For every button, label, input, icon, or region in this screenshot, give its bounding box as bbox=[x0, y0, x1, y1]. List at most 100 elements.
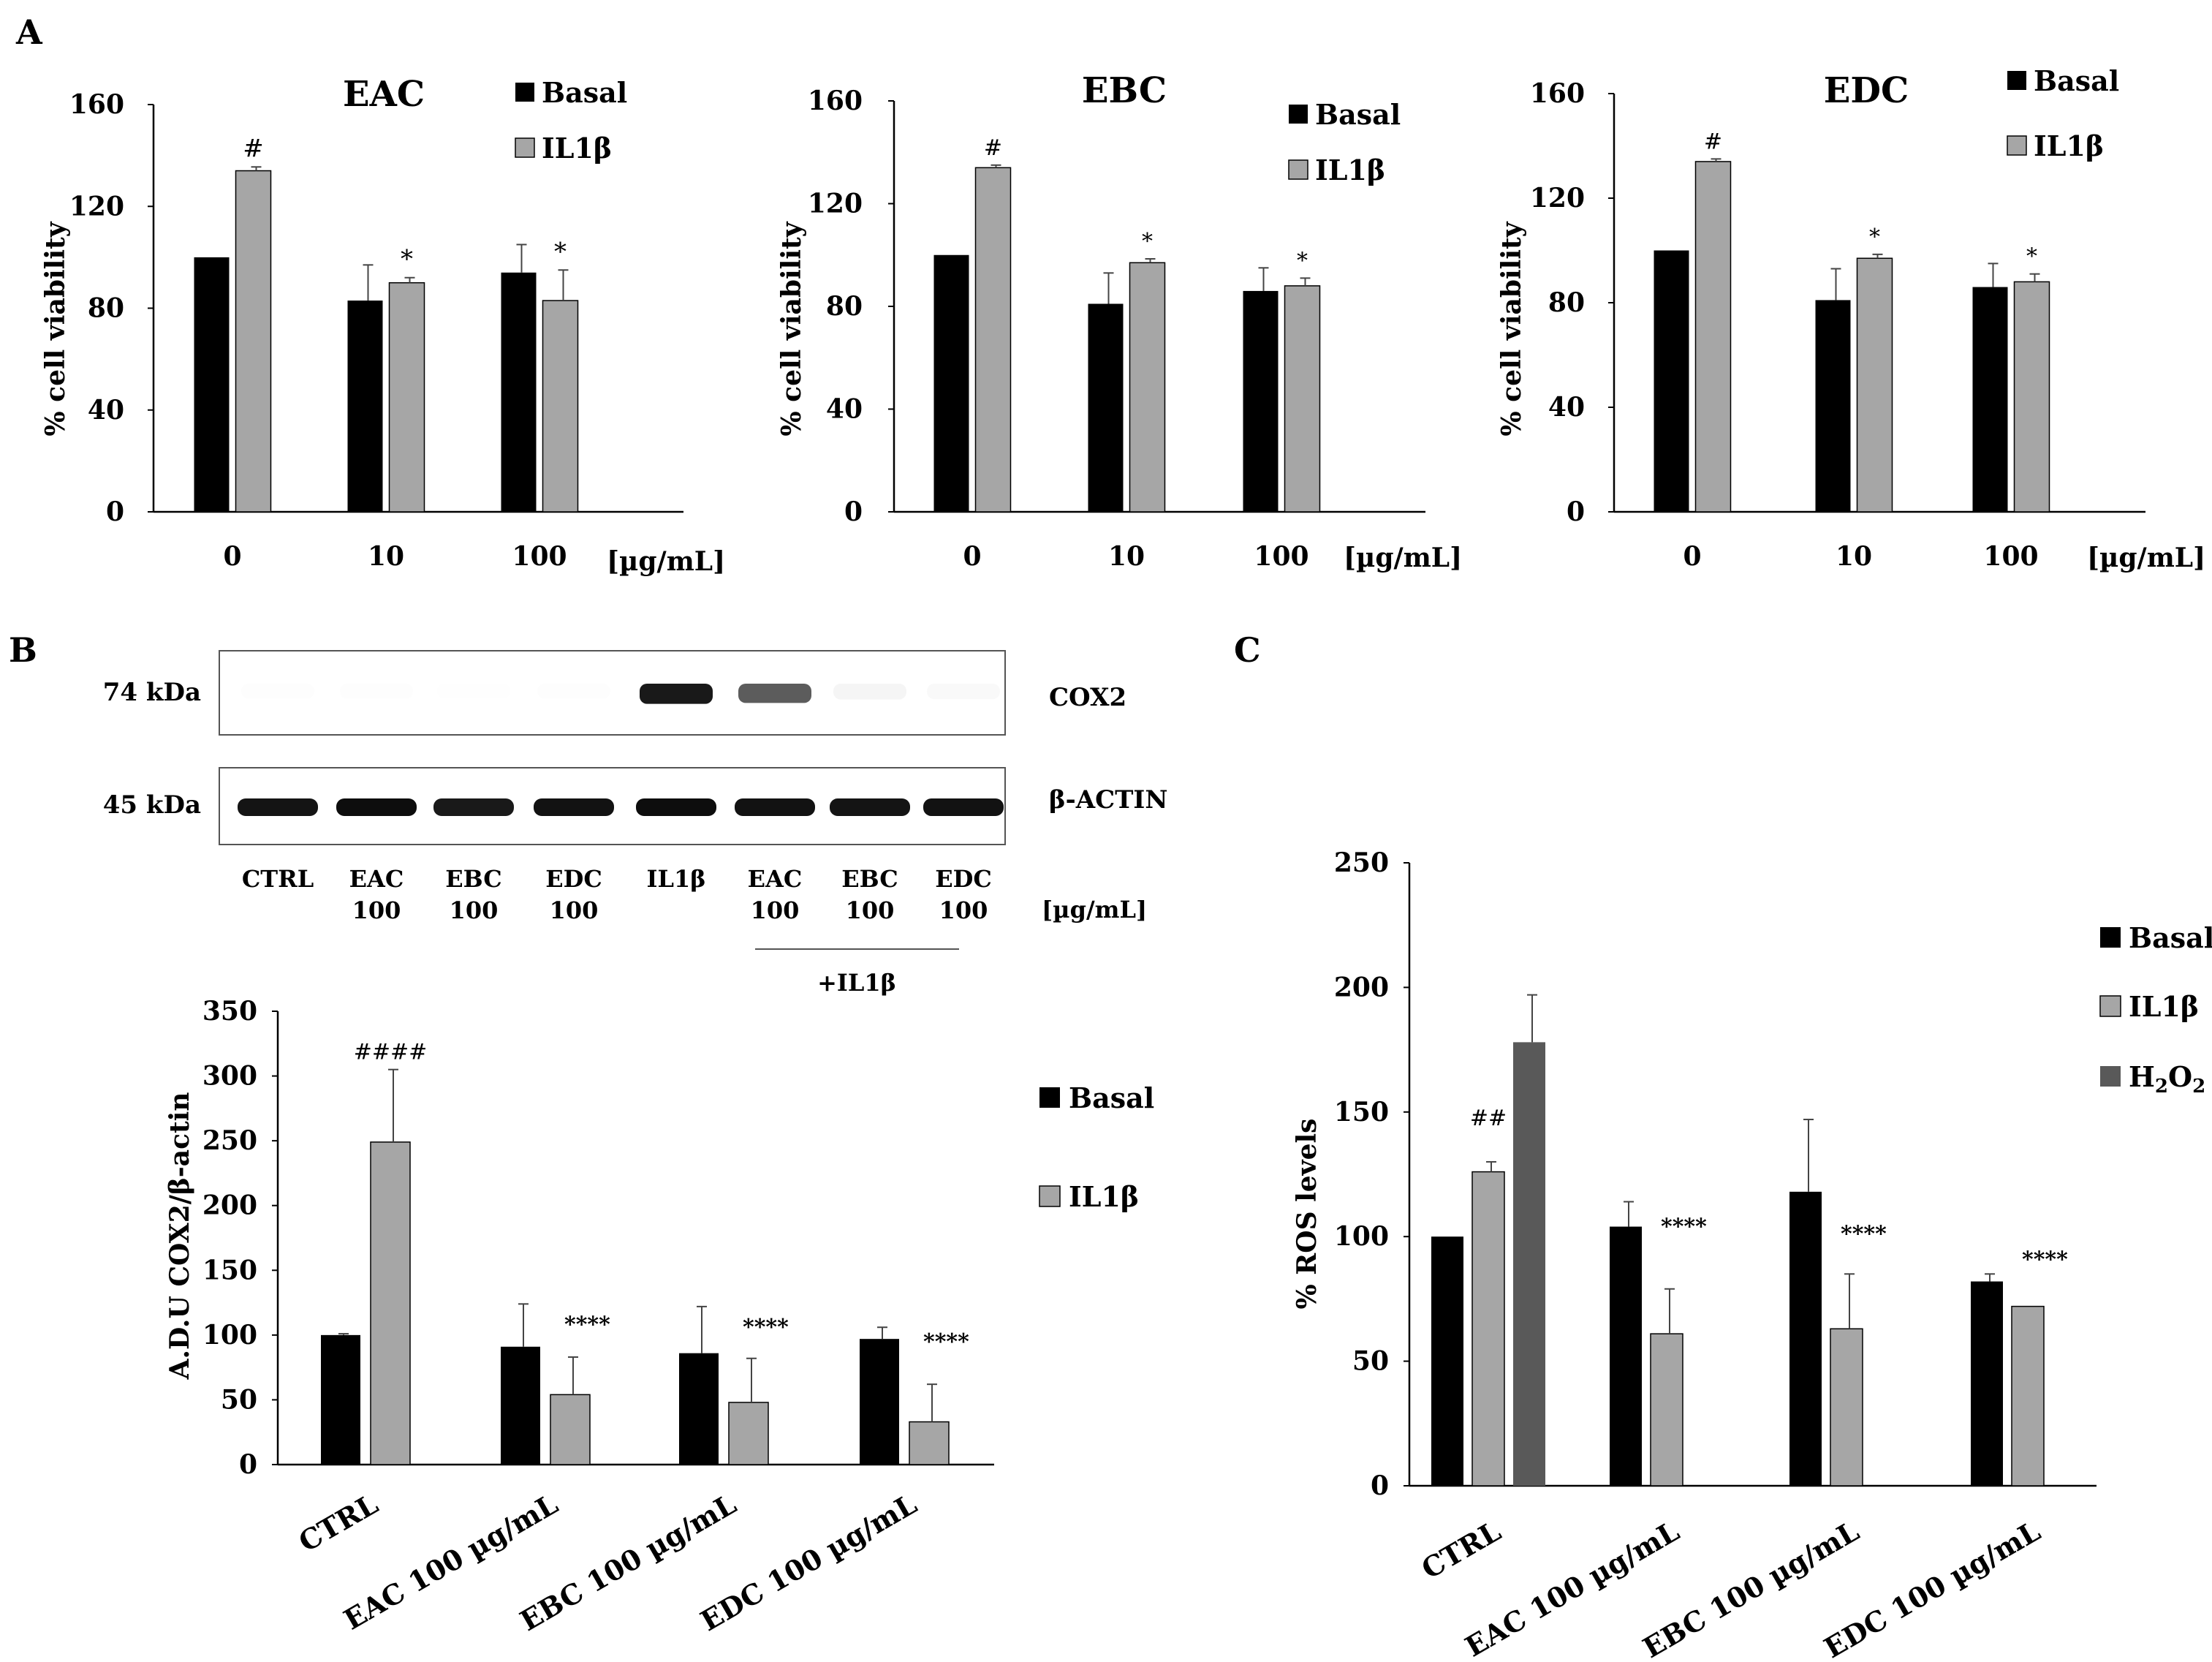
actin-band bbox=[923, 798, 1004, 816]
bar bbox=[1971, 1281, 2003, 1486]
legend-swatch-basal bbox=[1289, 105, 1308, 124]
lane-label: EDC bbox=[935, 865, 992, 893]
y-tick-label: 150 bbox=[1334, 1097, 1389, 1127]
y-axis-label: % cell viability bbox=[776, 221, 807, 436]
legend-swatch-basal bbox=[2007, 71, 2026, 90]
y-axis-label: A.D.U COX2/β-actin bbox=[164, 1092, 195, 1380]
significance-label: ## bbox=[1470, 1106, 1507, 1131]
y-tick-label: 0 bbox=[239, 1449, 257, 1480]
bar bbox=[1972, 287, 2008, 512]
y-tick-label: 250 bbox=[1334, 847, 1389, 878]
legend-swatch-h2o2 bbox=[2100, 1066, 2121, 1087]
bar bbox=[1654, 250, 1689, 512]
legend-swatch-basal bbox=[515, 83, 534, 102]
y-tick-label: 300 bbox=[202, 1061, 257, 1092]
y-tick-label: 350 bbox=[202, 996, 257, 1027]
significance-label: # bbox=[1704, 129, 1722, 154]
lane-label: IL1β bbox=[647, 865, 706, 893]
bar bbox=[501, 1346, 540, 1465]
y-tick-label: 80 bbox=[826, 291, 863, 322]
bar bbox=[1431, 1236, 1463, 1486]
bar bbox=[728, 1402, 769, 1465]
bar bbox=[194, 257, 230, 512]
y-tick-label: 150 bbox=[202, 1255, 257, 1285]
significance-label: * bbox=[2026, 244, 2037, 270]
bar bbox=[1513, 1042, 1545, 1486]
bar bbox=[2011, 1305, 2045, 1487]
bar bbox=[1856, 257, 1893, 513]
x-tick-label: 0 bbox=[963, 541, 981, 572]
legend-label-il1b: IL1β bbox=[2129, 990, 2199, 1023]
y-tick-label: 0 bbox=[1371, 1470, 1389, 1501]
significance-label: **** bbox=[2022, 1247, 2068, 1272]
mw-label-cox2: 74 kDa bbox=[103, 678, 201, 707]
y-tick-label: 120 bbox=[808, 189, 863, 219]
x-tick-label: 10 bbox=[368, 541, 404, 572]
bar bbox=[933, 254, 969, 512]
x-tick-label: 10 bbox=[1836, 541, 1872, 572]
significance-label: **** bbox=[743, 1315, 789, 1340]
blot-bands bbox=[238, 684, 1004, 816]
bar bbox=[1830, 1328, 1863, 1487]
y-tick-label: 40 bbox=[88, 395, 124, 426]
significance-label: # bbox=[243, 134, 264, 163]
y-tick-label: 0 bbox=[106, 496, 124, 527]
treatment-label: +IL1β bbox=[817, 969, 896, 997]
chart-viability-edc: 0 40 80 120 160 0 10 100 # * * EDC % cell viabilit… bbox=[1496, 64, 2205, 573]
blot-lane-labels: CTRL EAC 100 EBC 100 EDC 100 IL1β EAC 100 EBC 100 ED… bbox=[242, 865, 992, 924]
actin-band bbox=[336, 798, 417, 816]
y-tick-label: 200 bbox=[202, 1190, 257, 1221]
significance-label: * bbox=[554, 237, 567, 266]
lane-label: EBC bbox=[445, 865, 502, 893]
lane-label: CTRL bbox=[242, 865, 314, 893]
actin-band bbox=[735, 798, 815, 816]
legend-label-basal: Basal bbox=[2129, 921, 2212, 954]
legend-swatch-basal bbox=[1039, 1087, 1060, 1108]
bar bbox=[1284, 285, 1321, 513]
x-tick-label: 0 bbox=[1683, 541, 1701, 572]
chart-marks: 0 40 80 120 160 0 10 100 # * * bbox=[69, 89, 683, 572]
bar bbox=[1694, 161, 1732, 513]
cox2-band bbox=[833, 684, 906, 700]
cox2-band bbox=[927, 684, 1000, 700]
bar bbox=[388, 282, 425, 513]
bar bbox=[501, 272, 537, 512]
bar bbox=[1650, 1333, 1683, 1487]
lane-dose: 100 bbox=[352, 896, 401, 924]
y-tick-label: 80 bbox=[1548, 287, 1585, 318]
cox2-band bbox=[241, 684, 314, 699]
bar bbox=[974, 167, 1012, 513]
significance-label: **** bbox=[564, 1312, 610, 1337]
legend-label-il1b: IL1β bbox=[542, 132, 612, 165]
bar bbox=[2013, 281, 2050, 513]
legend-label-basal: Basal bbox=[542, 76, 627, 109]
cox2-band bbox=[340, 684, 413, 699]
y-tick-label: 100 bbox=[1334, 1221, 1389, 1252]
panel-letter-b: B bbox=[9, 630, 37, 670]
chart-title: EAC bbox=[343, 74, 425, 115]
cox2-band bbox=[537, 684, 610, 699]
bar bbox=[347, 301, 383, 512]
legend-label-basal: Basal bbox=[1315, 98, 1401, 131]
bar bbox=[1610, 1226, 1642, 1486]
blot-units: [µg/mL] bbox=[1042, 896, 1147, 923]
y-axis-label: % cell viability bbox=[1496, 221, 1527, 436]
lane-dose: 100 bbox=[939, 896, 988, 924]
y-tick-label: 250 bbox=[202, 1125, 257, 1156]
x-tick-label: 10 bbox=[1108, 541, 1145, 572]
legend-label-h2o2: H2O2 bbox=[2129, 1060, 2205, 1098]
x-axis-unit: [µg/mL] bbox=[2087, 543, 2205, 573]
y-tick-label: 0 bbox=[844, 496, 863, 527]
significance-label: * bbox=[1297, 248, 1308, 273]
lane-dose: 100 bbox=[846, 896, 895, 924]
bar bbox=[235, 170, 272, 513]
bar bbox=[1129, 262, 1166, 513]
cox2-band bbox=[640, 684, 713, 704]
y-tick-label: 40 bbox=[826, 394, 863, 425]
legend-swatch-il1b bbox=[2007, 135, 2027, 156]
x-axis-unit: [µg/mL] bbox=[607, 546, 725, 577]
significance-label: * bbox=[1142, 229, 1153, 254]
bar bbox=[1789, 1191, 1822, 1486]
y-tick-label: 200 bbox=[1334, 972, 1389, 1002]
